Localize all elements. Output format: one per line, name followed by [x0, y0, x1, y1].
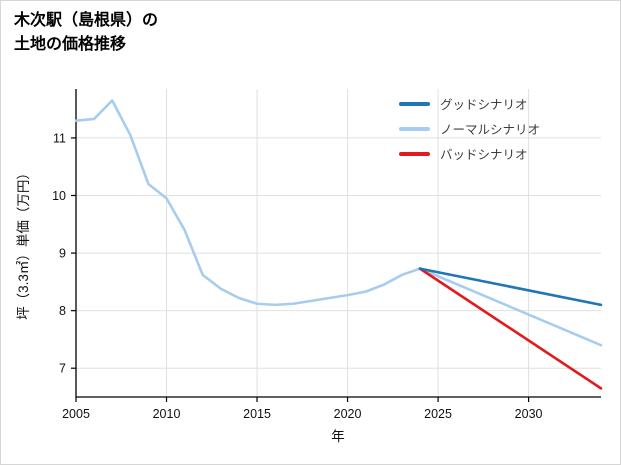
x-tick-label: 2020: [334, 407, 362, 421]
legend-swatch-bad-line: [399, 151, 430, 156]
legend-item-bad: バッドシナリオ: [399, 141, 540, 166]
legend-label-normal: ノーマルシナリオ: [440, 123, 541, 137]
y-tick-label: 10: [52, 189, 66, 203]
y-tick-label: 11: [53, 131, 66, 145]
y-tick-label: 8: [59, 304, 66, 318]
chart-title-line2: 土地の価格推移: [14, 36, 127, 53]
series-line-historical: [74, 99, 422, 307]
series-line-good: [418, 267, 603, 307]
x-tick-label: 2015: [243, 407, 271, 421]
x-tick-label: 2030: [515, 407, 543, 421]
chart-title-line1: 木次駅（島根県）の: [14, 12, 159, 29]
legend-item-normal: ノーマルシナリオ: [399, 116, 540, 141]
legend-swatch-normal-line: [399, 126, 430, 131]
x-tick-label: 2025: [424, 407, 452, 421]
x-axis-label: 年: [331, 429, 345, 444]
legend-label-bad: バッドシナリオ: [440, 148, 528, 162]
y-tick-label: 9: [59, 247, 66, 261]
legend-label-good: グッドシナリオ: [440, 98, 528, 112]
legend: グッドシナリオ ノーマルシナリオ バッドシナリオ: [399, 91, 540, 166]
series-line-normal: [418, 267, 603, 347]
x-tick-label: 2010: [153, 407, 181, 421]
legend-swatch-good-line: [399, 101, 430, 106]
x-tick-label: 2005: [62, 407, 90, 421]
series-line-bad: [418, 267, 603, 390]
legend-item-good: グッドシナリオ: [399, 91, 540, 116]
chart-title: 木次駅（島根県）の 土地の価格推移: [14, 9, 158, 57]
y-axis-label: 坪（3.3㎡）単価（万円）: [16, 166, 31, 320]
y-tick-label: 7: [59, 362, 66, 376]
